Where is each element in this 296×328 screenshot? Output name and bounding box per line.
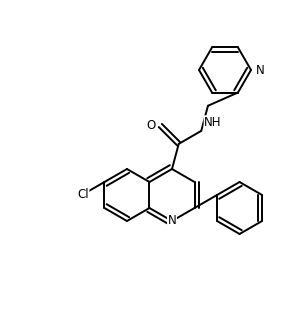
Text: Cl: Cl <box>77 188 89 201</box>
Text: NH: NH <box>204 116 222 129</box>
Text: N: N <box>256 64 265 76</box>
Text: O: O <box>146 119 155 132</box>
Text: N: N <box>168 215 176 228</box>
